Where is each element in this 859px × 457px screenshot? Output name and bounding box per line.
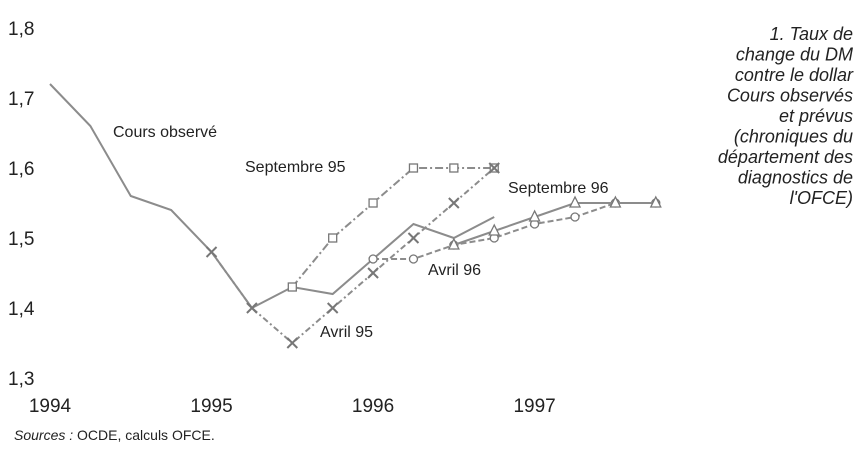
series-line — [373, 202, 656, 260]
series-label: Septembre 95 — [245, 159, 346, 176]
title-line: département des — [718, 147, 853, 167]
y-tick-label: 1,6 — [8, 159, 34, 180]
marker — [570, 212, 580, 222]
marker — [449, 163, 459, 173]
marker — [368, 198, 378, 208]
marker — [328, 233, 338, 243]
marker — [609, 195, 622, 208]
marker — [568, 195, 582, 208]
marker — [488, 162, 500, 174]
x-tick-label: 1997 — [513, 396, 555, 417]
y-tick-label: 1,3 — [8, 369, 34, 390]
source-label: Sources : — [14, 427, 73, 443]
title-line: contre le dollar — [735, 65, 854, 85]
series-label: Avril 96 — [428, 262, 481, 279]
marker — [286, 337, 299, 349]
title-line: Cours observés — [727, 86, 853, 106]
x-tick-label: 1996 — [352, 396, 394, 417]
y-tick-label: 1,7 — [8, 89, 34, 110]
marker — [488, 223, 501, 236]
marker — [407, 232, 420, 244]
x-tick-label: 1994 — [29, 396, 72, 417]
source-text: OCDE, calculs OFCE. — [77, 427, 215, 443]
x-tick-label: 1995 — [190, 396, 232, 417]
marker — [326, 302, 339, 314]
marker — [447, 237, 460, 250]
title-line: diagnostics de — [738, 168, 853, 188]
title-line: et prévus — [779, 106, 853, 126]
title-line: 1. Taux de — [770, 24, 853, 44]
series-label: Avril 95 — [320, 324, 373, 341]
marker — [448, 197, 460, 209]
marker — [287, 282, 297, 292]
marker — [368, 254, 378, 264]
series-line — [210, 167, 495, 345]
series-label: Septembre 96 — [508, 180, 609, 197]
series-line — [49, 83, 495, 310]
title-line: (chroniques du — [734, 127, 853, 147]
series-line — [453, 202, 656, 246]
marker — [649, 195, 662, 208]
series-line — [291, 167, 495, 288]
y-tick-label: 1,4 — [8, 299, 35, 320]
marker — [205, 246, 218, 258]
marker — [246, 302, 258, 314]
marker — [408, 254, 419, 264]
title-line: change du DM — [736, 45, 853, 65]
y-tick-label: 1,5 — [8, 229, 34, 250]
title-line: l'OFCE) — [790, 188, 853, 208]
y-tick-label: 1,8 — [8, 19, 34, 40]
source: Sources : OCDE, calculs OFCE. — [14, 427, 215, 443]
marker — [367, 267, 379, 279]
series-label: Cours observé — [113, 124, 217, 141]
marker — [408, 163, 419, 173]
marker — [528, 209, 541, 222]
